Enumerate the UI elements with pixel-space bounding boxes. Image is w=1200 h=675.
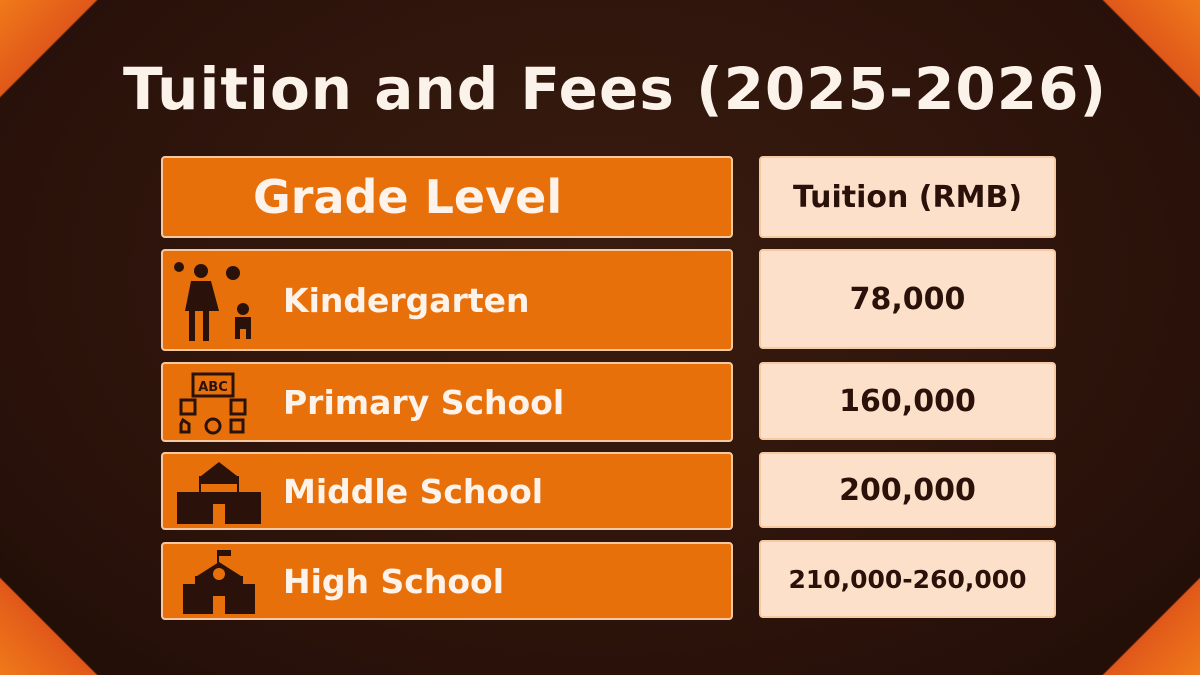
- grade-label: High School: [283, 561, 505, 601]
- tuition-value: 200,000: [759, 452, 1056, 528]
- svg-text:ABC: ABC: [198, 380, 228, 395]
- table-row-grade: Kindergarten: [161, 249, 733, 351]
- tuition-value: 210,000-260,000: [759, 540, 1056, 618]
- grade-label: Primary School: [283, 382, 565, 422]
- header-grade-label: Grade Level: [253, 170, 563, 224]
- corner-decoration: [0, 565, 130, 675]
- tuition-text: 210,000-260,000: [788, 564, 1027, 594]
- abc-board-icon: ABC: [179, 372, 247, 435]
- grade-label: Middle School: [283, 471, 544, 511]
- header-tuition-label: Tuition (RMB): [792, 179, 1023, 215]
- tuition-text: 160,000: [839, 383, 976, 419]
- grade-label: Kindergarten: [283, 280, 530, 320]
- tuition-text: 200,000: [839, 472, 976, 508]
- corner-decoration: [1070, 0, 1200, 110]
- tuition-value: 78,000: [759, 249, 1056, 349]
- corner-decoration: [1070, 565, 1200, 675]
- tuition-value: 160,000: [759, 362, 1056, 440]
- school-building-icon: [177, 462, 261, 524]
- table-row-grade: High School: [161, 542, 733, 620]
- school-clock-building-icon: [183, 550, 255, 614]
- tuition-text: 78,000: [849, 281, 966, 317]
- table-row-grade: Middle School: [161, 452, 733, 530]
- parent-child-icon: [174, 262, 251, 341]
- page-title: Tuition and Fees (2025-2026): [122, 55, 1108, 123]
- corner-decoration: [0, 0, 130, 110]
- header-tuition: Tuition (RMB): [759, 156, 1056, 238]
- header-grade-level: Grade Level: [161, 156, 733, 238]
- table-row-grade: ABC Primary School: [161, 362, 733, 442]
